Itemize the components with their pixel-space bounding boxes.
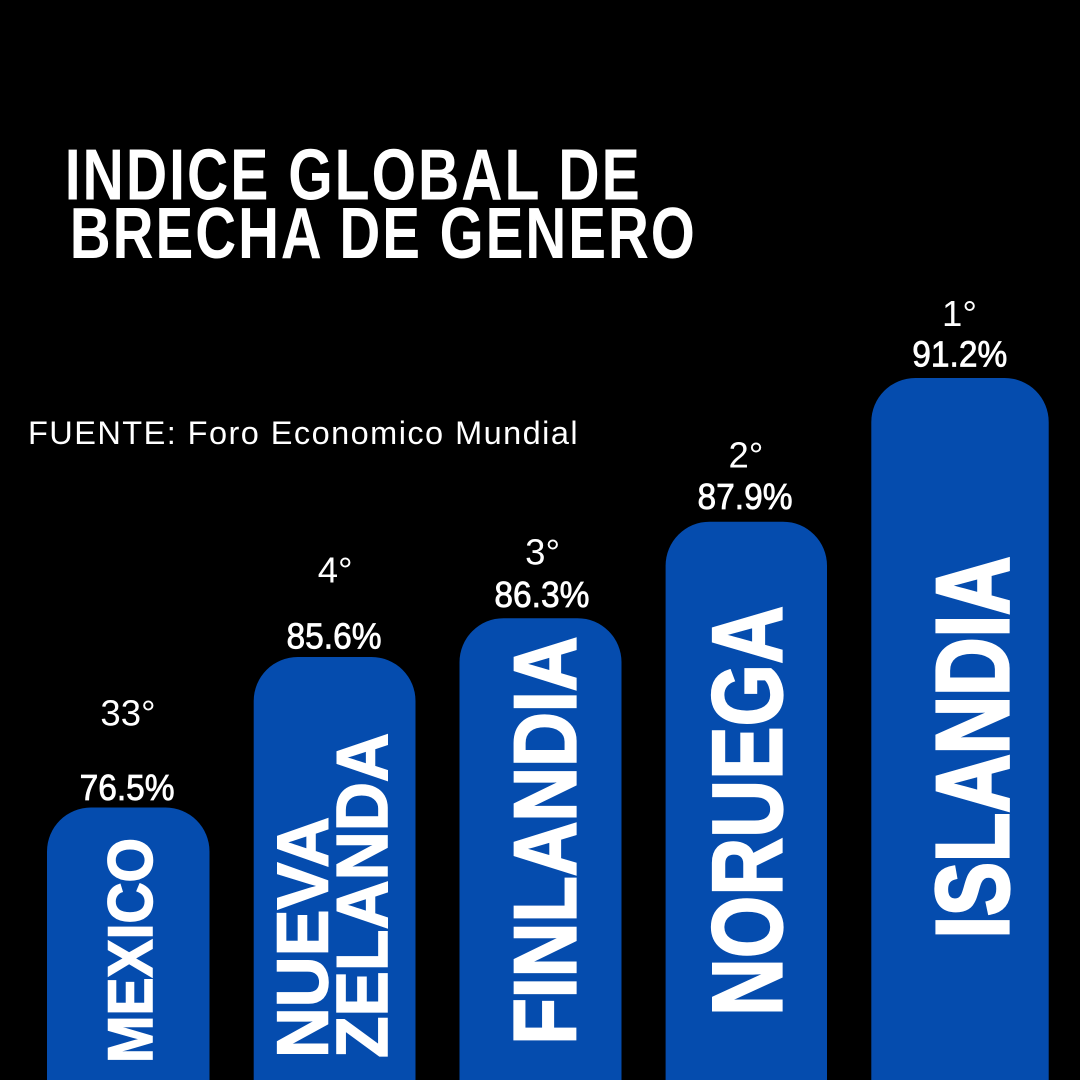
- svg-text:ZELANDA: ZELANDA: [323, 733, 403, 1058]
- svg-text:FUENTE: Foro Economico Mundial: FUENTE: Foro Economico Mundial: [28, 415, 579, 451]
- svg-text:2°: 2°: [728, 435, 763, 476]
- svg-text:3°: 3°: [525, 532, 560, 573]
- svg-text:4°: 4°: [318, 550, 353, 591]
- svg-text:1°: 1°: [942, 293, 977, 334]
- svg-text:ISLANDIA: ISLANDIA: [915, 557, 1030, 939]
- svg-text:33°: 33°: [100, 693, 155, 734]
- svg-text:91.2%: 91.2%: [912, 334, 1007, 375]
- svg-text:FINLANDIA: FINLANDIA: [496, 637, 595, 1045]
- svg-text:86.3%: 86.3%: [494, 574, 589, 615]
- svg-text:76.5%: 76.5%: [80, 767, 175, 808]
- svg-text:87.9%: 87.9%: [698, 476, 793, 517]
- svg-text:85.6%: 85.6%: [287, 615, 382, 656]
- svg-text:NORUEGA: NORUEGA: [692, 606, 803, 1016]
- svg-text:NUEVA: NUEVA: [264, 817, 344, 1058]
- svg-text:BRECHA DE GENERO: BRECHA DE GENERO: [70, 194, 697, 274]
- svg-text:MEXICO: MEXICO: [96, 838, 166, 1063]
- svg-text:INDICE GLOBAL DE: INDICE GLOBAL DE: [65, 136, 642, 216]
